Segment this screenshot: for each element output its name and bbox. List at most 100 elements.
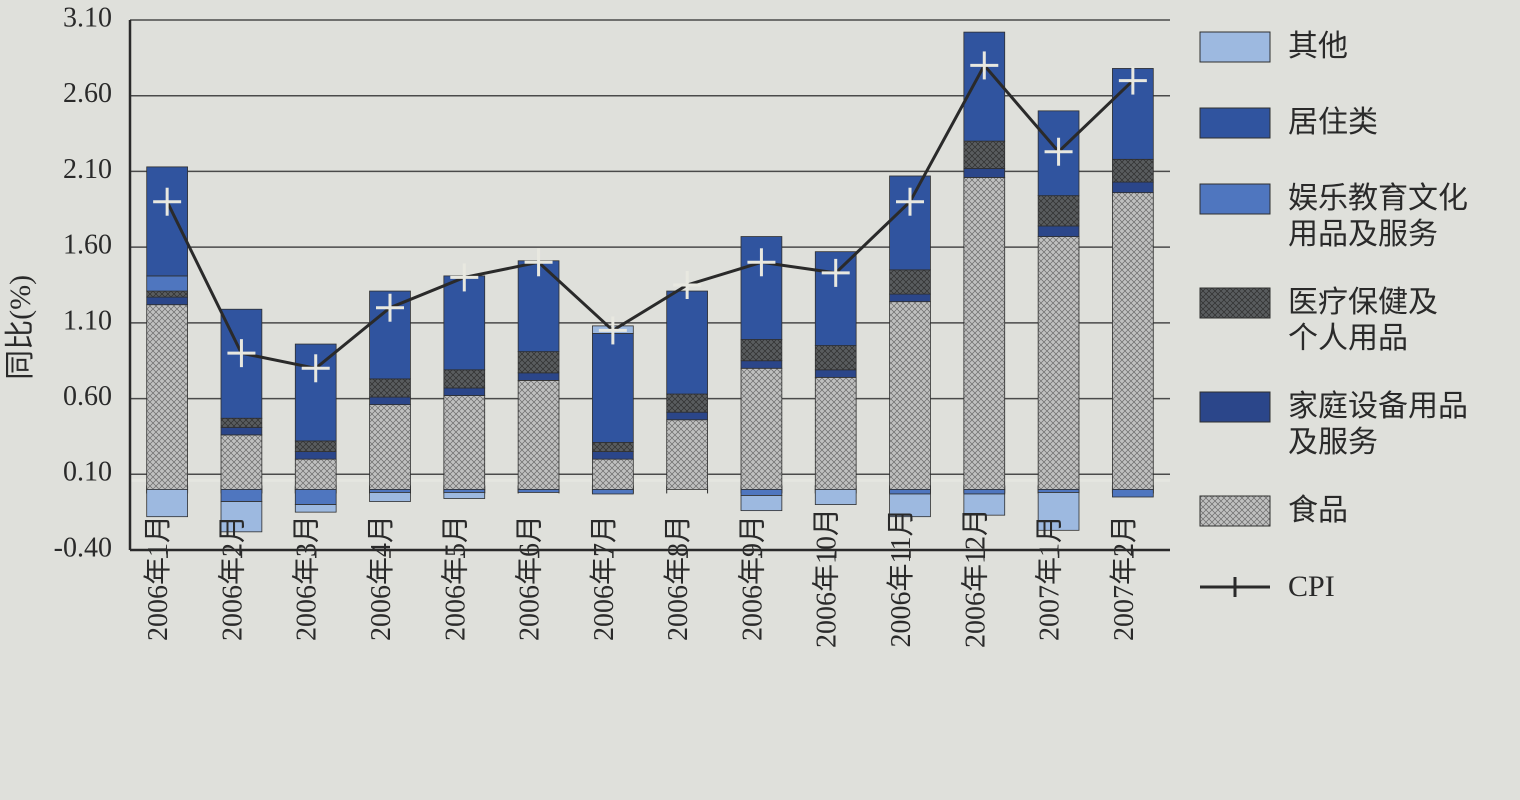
bar-segment bbox=[667, 420, 708, 490]
xtick-label: 2006年3月 bbox=[291, 515, 323, 641]
bar-segment bbox=[964, 141, 1005, 168]
bar-segment bbox=[295, 441, 336, 452]
bar-segment bbox=[518, 373, 559, 381]
bar-segment bbox=[370, 405, 411, 490]
xtick-label: 2006年2月 bbox=[216, 515, 248, 641]
bar-segment bbox=[147, 167, 188, 276]
ytick-label: 2.10 bbox=[63, 154, 112, 185]
bar-segment bbox=[1038, 237, 1079, 490]
cpi-stacked-bar-chart: -0.400.100.601.101.602.102.603.102006年1月… bbox=[0, 0, 1520, 800]
bar-segment bbox=[1038, 226, 1079, 237]
bar-segment bbox=[667, 394, 708, 412]
legend-swatch bbox=[1200, 496, 1270, 526]
bar-segment bbox=[147, 291, 188, 297]
bar-segment bbox=[964, 177, 1005, 489]
xtick-label: 2007年2月 bbox=[1108, 515, 1140, 641]
xtick-label: 2006年12月 bbox=[959, 508, 991, 648]
bar-segment bbox=[890, 489, 931, 494]
xtick-label: 2006年4月 bbox=[365, 515, 397, 641]
xtick-label: 2006年9月 bbox=[736, 515, 768, 641]
bar-segment bbox=[592, 459, 633, 489]
bar-segment bbox=[518, 489, 559, 492]
bar-segment bbox=[964, 32, 1005, 141]
bar-segment bbox=[444, 492, 485, 498]
bar-segment bbox=[221, 418, 262, 427]
bar-segment bbox=[890, 294, 931, 302]
bar-segment bbox=[147, 276, 188, 291]
xtick-label: 2006年6月 bbox=[514, 515, 546, 641]
bar-segment bbox=[592, 442, 633, 451]
bar-segment bbox=[964, 168, 1005, 177]
bar-segment bbox=[295, 452, 336, 460]
legend-label: 及服务 bbox=[1288, 426, 1378, 459]
legend-label: 居住类 bbox=[1288, 106, 1378, 139]
ytick-label: 1.10 bbox=[63, 305, 112, 336]
bar-segment bbox=[444, 388, 485, 396]
bar-segment bbox=[741, 340, 782, 361]
ytick-label: 3.10 bbox=[63, 2, 112, 33]
bar-segment bbox=[221, 427, 262, 435]
bar-segment bbox=[295, 489, 336, 504]
bar-segment bbox=[444, 396, 485, 490]
xtick-label: 2007年1月 bbox=[1034, 515, 1066, 641]
bar-segment bbox=[370, 492, 411, 501]
legend-label: 个人用品 bbox=[1288, 322, 1408, 355]
bar-segment bbox=[518, 380, 559, 489]
bar-segment bbox=[815, 346, 856, 370]
bar-segment bbox=[518, 352, 559, 373]
xtick-label: 2006年5月 bbox=[439, 515, 471, 641]
legend-swatch bbox=[1200, 288, 1270, 318]
legend-label: 其他 bbox=[1288, 30, 1348, 63]
bar-segment bbox=[147, 305, 188, 490]
legend-label: 家庭设备用品 bbox=[1288, 390, 1468, 423]
xtick-label: 2006年1月 bbox=[142, 515, 174, 641]
bar-segment bbox=[667, 291, 708, 394]
bar-segment bbox=[1112, 193, 1153, 490]
bar-segment bbox=[370, 379, 411, 397]
bar-segment bbox=[147, 489, 188, 516]
bar-segment bbox=[295, 459, 336, 489]
legend-swatch bbox=[1200, 392, 1270, 422]
ytick-label: 0.10 bbox=[63, 457, 112, 488]
bar-segment bbox=[1038, 489, 1079, 492]
bar-segment bbox=[221, 435, 262, 490]
bar-segment bbox=[592, 489, 633, 494]
bar-segment bbox=[964, 489, 1005, 494]
ytick-label: 0.60 bbox=[63, 381, 112, 412]
bar-segment bbox=[741, 495, 782, 510]
bar-segment bbox=[147, 297, 188, 305]
legend-label: CPI bbox=[1288, 570, 1335, 603]
bar-segment bbox=[890, 270, 931, 294]
bar-segment bbox=[741, 489, 782, 495]
bar-segment bbox=[815, 489, 856, 504]
bar-segment bbox=[1112, 182, 1153, 193]
legend-label: 用品及服务 bbox=[1288, 218, 1438, 251]
bar-segment bbox=[444, 489, 485, 492]
bar-segment bbox=[221, 489, 262, 501]
bar-segment bbox=[815, 377, 856, 489]
bar-segment bbox=[741, 368, 782, 489]
bar-segment bbox=[815, 370, 856, 378]
y-axis-label: 同比(%) bbox=[4, 275, 37, 380]
legend-swatch bbox=[1200, 184, 1270, 214]
chart-svg: -0.400.100.601.101.602.102.603.102006年1月… bbox=[0, 0, 1520, 800]
bar-segment bbox=[370, 489, 411, 492]
bar-segment bbox=[741, 361, 782, 369]
bar-segment bbox=[592, 452, 633, 460]
ytick-label: 1.60 bbox=[63, 230, 112, 261]
bar-segment bbox=[1038, 196, 1079, 226]
xtick-label: 2006年10月 bbox=[811, 508, 843, 648]
bar-segment bbox=[370, 397, 411, 405]
legend-swatch bbox=[1200, 108, 1270, 138]
bar-segment bbox=[592, 333, 633, 442]
xtick-label: 2006年7月 bbox=[588, 515, 620, 641]
bar-segment bbox=[890, 302, 931, 490]
xtick-label: 2006年11月 bbox=[885, 509, 917, 648]
bar-segment bbox=[444, 370, 485, 388]
legend-label: 医疗保健及 bbox=[1288, 286, 1438, 319]
bar-segment bbox=[667, 412, 708, 420]
legend-label: 食品 bbox=[1288, 494, 1348, 527]
bar-segment bbox=[295, 505, 336, 513]
legend-label: 娱乐教育文化 bbox=[1288, 182, 1468, 215]
bar-segment bbox=[1112, 489, 1153, 497]
